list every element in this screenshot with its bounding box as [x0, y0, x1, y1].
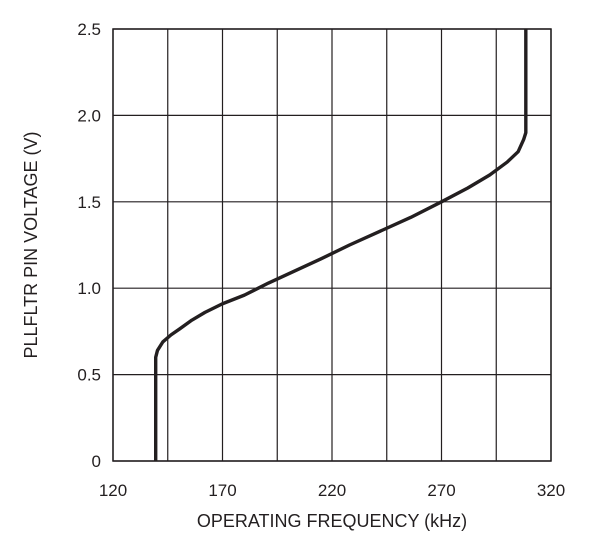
- x-tick-label: 270: [427, 481, 455, 500]
- x-tick-labels: 120 170 220 270 320: [99, 481, 565, 500]
- y-tick-labels: 0 0.5 1.0 1.5 2.0 2.5: [77, 20, 101, 471]
- y-tick-label: 1.0: [77, 279, 101, 298]
- x-tick-label: 220: [318, 481, 346, 500]
- x-tick-label: 320: [537, 481, 565, 500]
- y-tick-label: 2.0: [77, 106, 101, 125]
- x-tick-label: 170: [208, 481, 236, 500]
- x-axis-title: OPERATING FREQUENCY (kHz): [197, 511, 467, 531]
- y-axis-title: PLLFLTR PIN VOLTAGE (V): [21, 131, 41, 358]
- plot-frame: [112, 28, 552, 462]
- x-tick-label: 120: [99, 481, 127, 500]
- grid: [112, 28, 552, 462]
- y-tick-label: 1.5: [77, 193, 101, 212]
- series-line: [154, 29, 528, 461]
- y-tick-label: 2.5: [77, 20, 101, 39]
- y-tick-label: 0: [92, 452, 101, 471]
- y-tick-label: 0.5: [77, 366, 101, 385]
